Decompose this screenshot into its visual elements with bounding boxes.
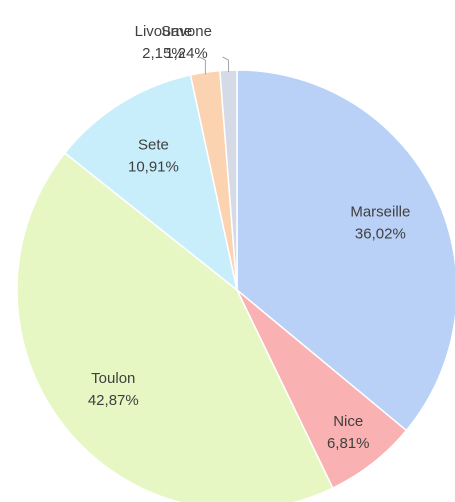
data-label: 36,02% xyxy=(355,226,406,243)
category-label: Sete xyxy=(138,136,169,153)
data-label: 10,91% xyxy=(128,158,179,175)
data-label: 1,24% xyxy=(165,45,208,62)
data-label: 42,87% xyxy=(88,392,139,409)
pie-slice xyxy=(63,74,239,292)
category-label: Marseille xyxy=(350,204,410,221)
data-label: 6,81% xyxy=(327,435,370,452)
category-label: Savone xyxy=(161,23,212,40)
pie-slice xyxy=(236,69,455,432)
category-label: Livourne xyxy=(135,23,193,40)
category-label: Toulon xyxy=(91,370,135,387)
data-label: 2,15% xyxy=(142,45,185,62)
category-label: Nice xyxy=(333,413,363,430)
leader-line xyxy=(222,56,230,73)
leader-line xyxy=(199,56,206,75)
pie-slice xyxy=(16,151,334,502)
